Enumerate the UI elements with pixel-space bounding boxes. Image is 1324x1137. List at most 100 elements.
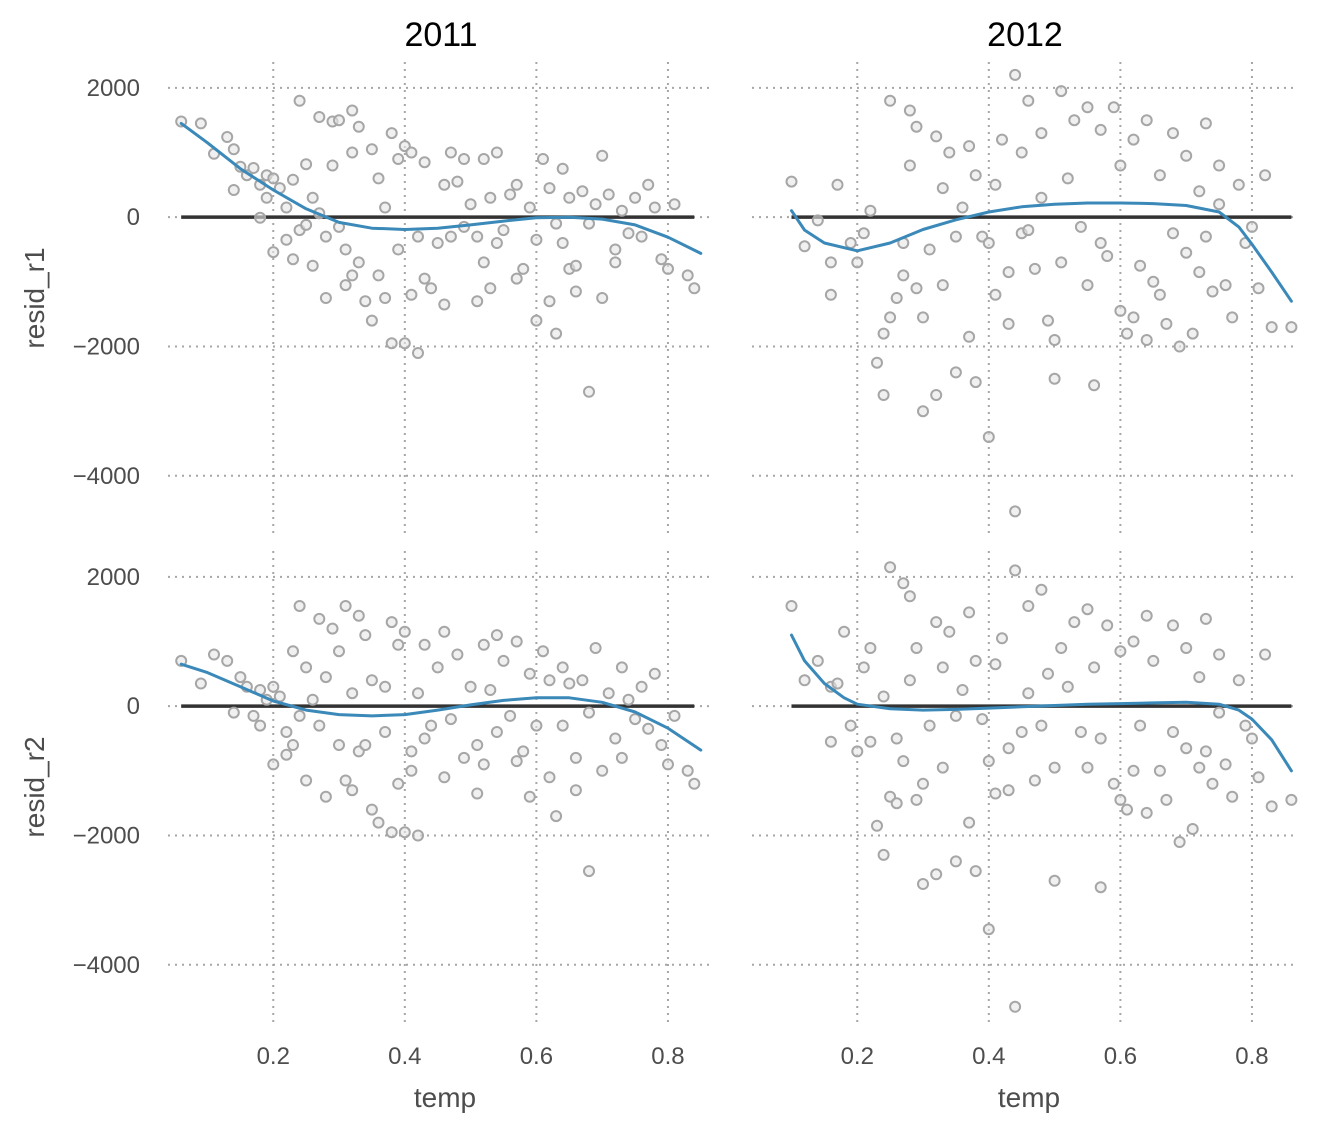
data-point xyxy=(313,719,326,732)
data-point xyxy=(359,739,372,751)
data-point xyxy=(662,758,674,771)
data-point xyxy=(1127,635,1140,648)
smooth-curve xyxy=(179,121,703,255)
data-point xyxy=(1094,123,1107,136)
data-point xyxy=(668,709,681,722)
data-point xyxy=(464,680,477,693)
data-point xyxy=(956,684,969,696)
data-point xyxy=(1134,719,1147,732)
data-point xyxy=(785,175,798,188)
y-tick-label: −4000 xyxy=(73,952,140,979)
data-point xyxy=(989,787,1002,800)
data-point xyxy=(385,616,398,629)
data-point xyxy=(1246,732,1258,745)
smooth-curve xyxy=(179,662,703,752)
data-point xyxy=(1199,117,1212,130)
data-point xyxy=(1094,237,1107,249)
data-point xyxy=(1213,198,1226,211)
data-point xyxy=(1259,169,1272,182)
data-point xyxy=(982,755,995,768)
data-point xyxy=(287,253,299,266)
data-point xyxy=(831,677,844,690)
data-point xyxy=(589,198,602,211)
data-point xyxy=(484,191,497,204)
points-layer xyxy=(175,68,1298,1013)
data-point xyxy=(1180,642,1193,654)
x-axis-title: temp xyxy=(998,1082,1060,1113)
data-point xyxy=(280,748,293,761)
data-point xyxy=(1213,706,1226,719)
data-point xyxy=(583,217,595,230)
data-point xyxy=(871,356,883,369)
data-point xyxy=(326,159,339,172)
data-point xyxy=(851,745,864,758)
data-point xyxy=(1193,761,1206,774)
data-point xyxy=(963,606,976,619)
data-point xyxy=(517,262,530,275)
data-point xyxy=(444,230,457,243)
data-point xyxy=(982,923,995,936)
data-point xyxy=(293,600,306,612)
data-point xyxy=(365,314,378,327)
data-point xyxy=(596,149,609,162)
data-point xyxy=(1252,282,1265,295)
data-point xyxy=(398,625,411,638)
data-point xyxy=(857,227,870,240)
data-point xyxy=(1107,101,1120,114)
data-point xyxy=(372,269,385,282)
data-point xyxy=(1074,220,1087,233)
data-point xyxy=(976,713,989,726)
data-point xyxy=(1009,1000,1022,1013)
data-point xyxy=(484,684,497,696)
data-point xyxy=(917,777,929,790)
data-point xyxy=(903,159,916,172)
data-point xyxy=(963,140,976,153)
smooth-layer xyxy=(179,121,1293,773)
data-point xyxy=(405,745,418,758)
data-point xyxy=(1173,340,1186,353)
data-point xyxy=(280,726,293,738)
data-point xyxy=(989,658,1002,671)
data-point xyxy=(838,625,851,638)
data-point xyxy=(1180,246,1193,259)
data-point xyxy=(504,709,517,722)
data-point xyxy=(254,719,267,732)
data-point xyxy=(1153,288,1166,301)
data-point xyxy=(431,237,444,249)
data-point xyxy=(903,590,916,603)
data-point xyxy=(583,865,595,878)
data-point xyxy=(293,709,306,722)
data-point xyxy=(1068,114,1081,127)
data-point xyxy=(569,259,582,272)
data-point xyxy=(996,133,1008,146)
y-tick-label: −2000 xyxy=(73,822,140,849)
data-point xyxy=(543,295,556,308)
data-point xyxy=(490,146,503,159)
data-point xyxy=(969,654,982,667)
data-point xyxy=(609,256,622,269)
data-point xyxy=(871,819,883,832)
data-point xyxy=(662,262,674,275)
data-point xyxy=(864,642,877,654)
data-point xyxy=(412,829,424,842)
data-point xyxy=(785,600,798,612)
data-point xyxy=(1232,674,1245,687)
data-point xyxy=(523,667,536,680)
data-point xyxy=(490,237,503,249)
data-point xyxy=(1127,311,1140,324)
data-point xyxy=(379,201,392,214)
data-point xyxy=(1101,250,1114,262)
data-point xyxy=(844,237,857,249)
data-point xyxy=(1048,761,1061,774)
data-point xyxy=(857,661,870,674)
data-point xyxy=(811,214,824,227)
data-point xyxy=(1094,732,1107,745)
data-point xyxy=(890,732,903,745)
data-point xyxy=(418,638,431,651)
data-point xyxy=(346,687,359,700)
data-point xyxy=(438,298,451,311)
data-point xyxy=(523,201,536,214)
data-point xyxy=(517,745,530,758)
data-point xyxy=(629,713,642,726)
data-point xyxy=(379,680,392,693)
